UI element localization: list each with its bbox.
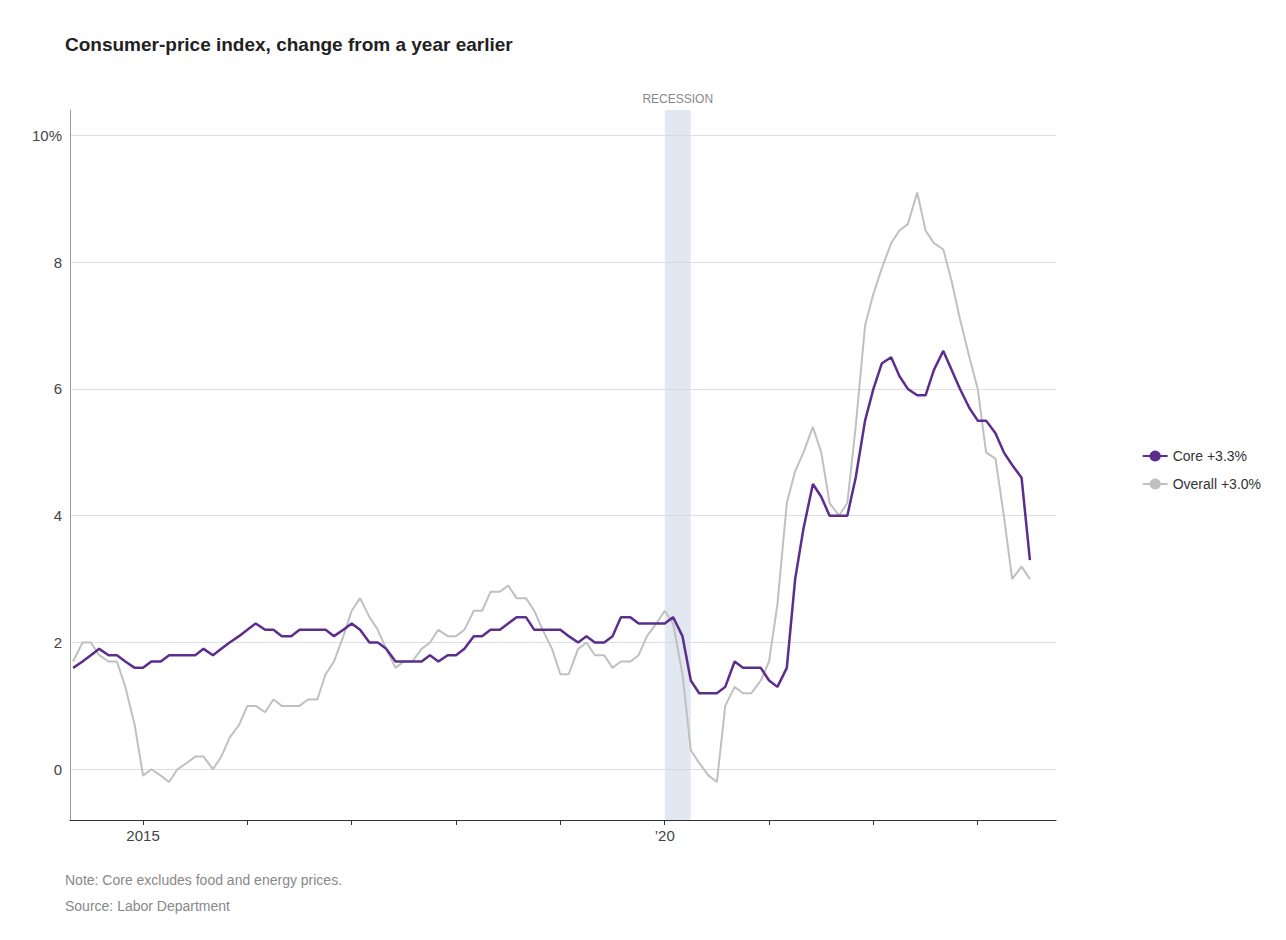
svg-text:Source: Labor Department: Source: Labor Department — [65, 898, 230, 914]
svg-text:10%: 10% — [32, 127, 62, 144]
svg-text:6: 6 — [54, 380, 62, 397]
svg-text:Note: Core excludes food and e: Note: Core excludes food and energy pric… — [65, 872, 342, 888]
svg-text:RECESSION: RECESSION — [642, 92, 713, 106]
svg-text:0: 0 — [54, 761, 62, 778]
svg-text:Core +3.3%: Core +3.3% — [1173, 448, 1247, 464]
svg-text:2015: 2015 — [126, 827, 159, 844]
svg-text:8: 8 — [54, 254, 62, 271]
svg-text:Overall +3.0%: Overall +3.0% — [1173, 476, 1261, 492]
svg-text:2: 2 — [54, 634, 62, 651]
svg-text:’20: ’20 — [655, 827, 675, 844]
svg-text:Consumer-price index, change f: Consumer-price index, change from a year… — [65, 34, 513, 55]
svg-text:4: 4 — [54, 507, 62, 524]
